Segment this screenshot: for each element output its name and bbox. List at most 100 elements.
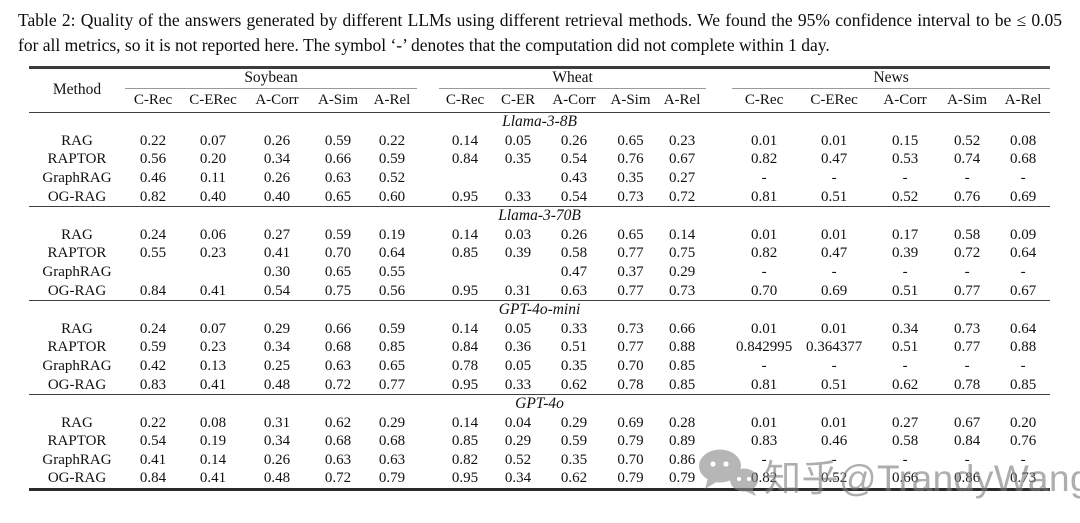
value-cell: 0.68	[324, 339, 352, 356]
value-cell: -	[831, 451, 837, 468]
method-name: RAG	[61, 132, 93, 149]
value-cell: 0.14	[668, 226, 696, 243]
value-cell: 0.22	[378, 132, 406, 149]
value-cell: 0.79	[617, 433, 644, 450]
group-gap	[706, 263, 732, 282]
group-gap	[417, 320, 439, 339]
value-cell: 0.68	[324, 433, 352, 450]
value-cell: 0.75	[324, 282, 352, 299]
group-gap	[417, 357, 439, 376]
value-cell: 0.54	[263, 282, 291, 299]
value-cell: 0.24	[139, 320, 167, 337]
table-row: RAPTOR 0.59 0.23 0.34 0.68 0.85 0.84 0.36 0.51 0.…	[29, 338, 1050, 357]
value-cell: 0.842995	[735, 339, 793, 356]
value-cell: 0.46	[820, 433, 848, 450]
value-cell: 0.01	[820, 226, 848, 243]
group-gap	[417, 263, 439, 282]
value-cell: 0.67	[953, 414, 981, 431]
method-name: RAPTOR	[47, 151, 107, 168]
value-cell: -	[964, 357, 970, 374]
value-cell	[439, 263, 491, 282]
value-cell: 0.62	[560, 376, 588, 393]
value-cell: 0.54	[139, 433, 167, 450]
model-label: GPT-4o-mini	[29, 300, 1051, 320]
method-name: GraphRAG	[42, 169, 112, 186]
value-cell: 0.83	[139, 376, 167, 393]
group-gap	[706, 68, 732, 113]
value-cell: 0.65	[378, 357, 406, 374]
value-cell: 0.95	[451, 282, 479, 299]
value-cell: 0.37	[617, 263, 644, 280]
value-cell: 0.67	[668, 151, 696, 168]
value-cell: 0.82	[750, 245, 778, 262]
value-cell: 0.63	[324, 169, 352, 186]
value-cell: 0.86	[953, 470, 981, 487]
group-gap	[417, 169, 439, 188]
method-name: RAPTOR	[47, 433, 107, 450]
method-name: OG-RAG	[47, 470, 107, 487]
value-cell: 0.33	[560, 320, 588, 337]
metric-header: A-Corr	[255, 91, 299, 108]
value-cell: 0.11	[200, 169, 226, 186]
metric-header: C-ER	[500, 91, 536, 108]
value-cell: 0.84	[139, 282, 167, 299]
value-cell: 0.43	[560, 169, 588, 186]
value-cell: 0.95	[451, 376, 479, 393]
value-cell: 0.82	[750, 470, 778, 487]
value-cell: 0.34	[891, 320, 919, 337]
value-cell	[125, 263, 181, 282]
group-gap	[706, 244, 732, 263]
value-cell: -	[964, 169, 970, 186]
value-cell: 0.41	[199, 282, 227, 299]
method-name: RAG	[61, 226, 93, 243]
value-cell: -	[902, 263, 908, 280]
value-cell: 0.39	[891, 245, 919, 262]
group-gap	[417, 68, 439, 113]
metric-header: A-Sim	[317, 91, 358, 108]
value-cell: 0.74	[953, 151, 981, 168]
value-cell: 0.76	[1009, 433, 1037, 450]
value-cell: 0.14	[451, 320, 479, 337]
value-cell: 0.68	[378, 433, 406, 450]
value-cell: 0.85	[668, 357, 696, 374]
value-cell: 0.01	[820, 320, 848, 337]
value-cell: 0.62	[891, 376, 919, 393]
value-cell: 0.14	[451, 414, 479, 431]
value-cell: 0.06	[199, 226, 227, 243]
method-name: GraphRAG	[42, 451, 112, 468]
method-name: RAPTOR	[47, 339, 107, 356]
value-cell: -	[964, 451, 970, 468]
table-row: OG-RAG 0.84 0.41 0.54 0.75 0.56 0.95 0.31 0.63 0.…	[29, 282, 1050, 301]
value-cell: 0.52	[820, 470, 848, 487]
value-cell: 0.53	[891, 151, 919, 168]
value-cell: 0.75	[668, 245, 696, 262]
table-body: Llama-3-8B RAG 0.22 0.07 0.26 0.59 0.22 0.14 0.0…	[29, 112, 1051, 490]
value-cell: 0.05	[504, 132, 532, 149]
value-cell: 0.84	[451, 151, 479, 168]
group-gap	[706, 469, 732, 489]
value-cell: 0.07	[199, 132, 227, 149]
value-cell: 0.27	[891, 414, 919, 431]
value-cell: 0.01	[820, 132, 848, 149]
value-cell: 0.34	[263, 151, 291, 168]
metric-header: C-Rec	[744, 91, 784, 108]
value-cell: 0.85	[1009, 376, 1037, 393]
value-cell: 0.03	[504, 226, 532, 243]
metric-header: A-Rel	[1004, 91, 1042, 108]
value-cell: 0.55	[139, 245, 167, 262]
value-cell: 0.66	[891, 470, 919, 487]
group-header-news: News	[732, 67, 1051, 89]
value-cell: 0.09	[1009, 226, 1037, 243]
value-cell: 0.52	[953, 132, 981, 149]
value-cell: -	[761, 451, 767, 468]
table-row: OG-RAG 0.83 0.41 0.48 0.72 0.77 0.95 0.33 0.62 0.…	[29, 376, 1050, 395]
value-cell	[491, 169, 545, 188]
value-cell: 0.07	[199, 320, 227, 337]
group-gap	[706, 414, 732, 433]
value-cell: 0.82	[750, 151, 778, 168]
table-row: RAG 0.24 0.07 0.29 0.66 0.59 0.14 0.05 0.33 0.73 0…	[29, 320, 1050, 339]
group-gap	[706, 188, 732, 207]
metric-header: C-Rec	[133, 91, 173, 108]
method-name: OG-RAG	[47, 188, 107, 205]
results-table: Method Soybean Wheat News C-Rec C-ERec A-Corr A…	[29, 66, 1051, 492]
